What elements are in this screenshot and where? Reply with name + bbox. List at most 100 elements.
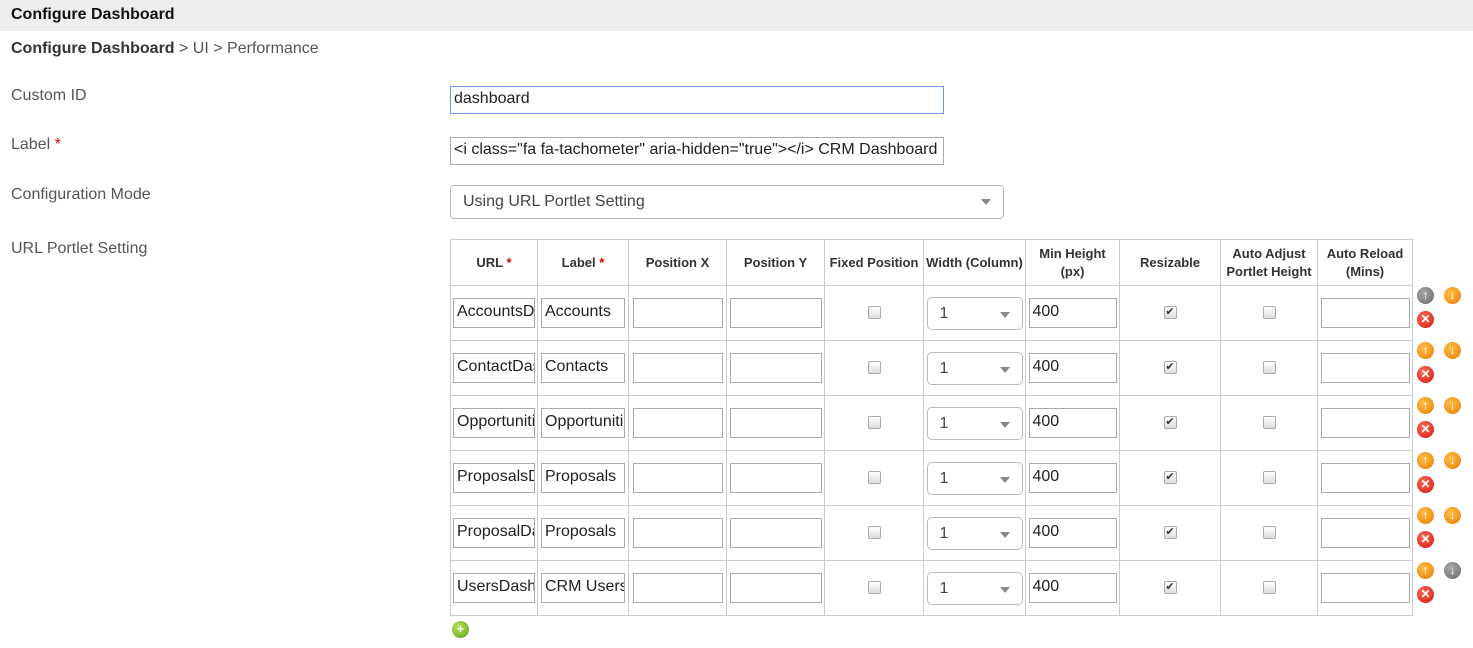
url-input[interactable]: ProposalsDashboard — [453, 463, 535, 493]
chevron-down-icon — [999, 421, 1010, 428]
label-input[interactable]: CRM Users — [541, 573, 625, 603]
width-select[interactable]: 1 — [926, 516, 1023, 550]
delete-row-icon[interactable]: ✕ — [1417, 531, 1434, 548]
width-select[interactable]: 1 — [926, 461, 1023, 495]
add-row-icon[interactable]: + — [452, 621, 469, 638]
chevron-down-icon — [999, 476, 1010, 483]
width-value: 1 — [939, 579, 949, 597]
fixed-position-checkbox[interactable] — [867, 306, 881, 320]
label-input[interactable]: Proposals — [541, 463, 625, 493]
min-height-input[interactable]: 400 — [1028, 353, 1117, 383]
fixed-position-checkbox[interactable] — [867, 526, 881, 540]
position-y-input[interactable] — [729, 408, 822, 438]
width-select[interactable]: 1 — [926, 571, 1023, 605]
position-x-input[interactable] — [632, 298, 723, 328]
url-input[interactable]: ContactDashboard — [453, 353, 535, 383]
label-input[interactable]: Opportunities — [541, 408, 625, 438]
auto-reload-input[interactable] — [1320, 298, 1410, 328]
position-y-input[interactable] — [729, 518, 822, 548]
required-mark: * — [54, 136, 61, 153]
label-input[interactable]: Proposals — [541, 518, 625, 548]
label-input[interactable]: Accounts — [541, 298, 625, 328]
delete-row-icon[interactable]: ✕ — [1417, 311, 1434, 328]
column-header-text: Auto Reload (Mins) — [1326, 245, 1404, 279]
move-up-icon[interactable]: ↑ — [1417, 562, 1434, 579]
url-input[interactable]: ProposalDashboard — [453, 518, 535, 548]
column-header-text: Resizable — [1140, 254, 1200, 270]
fixed-position-checkbox[interactable] — [867, 361, 881, 375]
position-y-input[interactable] — [729, 353, 822, 383]
move-up-icon[interactable]: ↑ — [1417, 397, 1434, 414]
move-down-icon[interactable]: ↓ — [1444, 562, 1461, 579]
auto-reload-input[interactable] — [1320, 573, 1410, 603]
auto-reload-input[interactable] — [1320, 353, 1410, 383]
move-down-icon[interactable]: ↓ — [1444, 452, 1461, 469]
move-down-icon[interactable]: ↓ — [1444, 397, 1461, 414]
label-input[interactable]: <i class="fa fa-tachometer" aria-hidden=… — [450, 137, 944, 165]
resizable-checkbox[interactable]: ✔ — [1163, 471, 1177, 485]
breadcrumb-root[interactable]: Configure Dashboard — [11, 40, 175, 57]
config-mode-select[interactable]: Using URL Portlet Setting — [450, 185, 1004, 219]
label-text: Label — [11, 136, 51, 153]
delete-row-icon[interactable]: ✕ — [1417, 366, 1434, 383]
chevron-down-icon — [999, 586, 1010, 593]
resizable-checkbox[interactable]: ✔ — [1163, 526, 1177, 540]
min-height-input[interactable]: 400 — [1028, 408, 1117, 438]
fixed-position-checkbox[interactable] — [867, 416, 881, 430]
delete-row-icon[interactable]: ✕ — [1417, 586, 1434, 603]
chevron-down-icon — [999, 366, 1010, 373]
position-x-input[interactable] — [632, 408, 723, 438]
move-down-icon[interactable]: ↓ — [1444, 342, 1461, 359]
column-header-text: Fixed Position — [829, 254, 919, 270]
move-up-icon[interactable]: ↑ — [1417, 452, 1434, 469]
move-up-icon[interactable]: ↑ — [1417, 342, 1434, 359]
position-y-input[interactable] — [729, 573, 822, 603]
table-row: ProposalsDashboardProposals 1 400 ✔ — [450, 450, 1413, 506]
resizable-checkbox[interactable]: ✔ — [1163, 581, 1177, 595]
resizable-checkbox[interactable]: ✔ — [1163, 361, 1177, 375]
position-x-input[interactable] — [632, 573, 723, 603]
move-down-icon[interactable]: ↓ — [1444, 287, 1461, 304]
auto-adjust-checkbox[interactable] — [1262, 416, 1276, 430]
min-height-input[interactable]: 400 — [1028, 463, 1117, 493]
url-input[interactable]: AccountsDashboard — [453, 298, 535, 328]
position-x-input[interactable] — [632, 353, 723, 383]
auto-reload-input[interactable] — [1320, 518, 1410, 548]
width-select[interactable]: 1 — [926, 296, 1023, 330]
fixed-position-checkbox[interactable] — [867, 471, 881, 485]
width-value: 1 — [939, 524, 949, 542]
fixed-position-checkbox[interactable] — [867, 581, 881, 595]
resizable-checkbox[interactable]: ✔ — [1163, 416, 1177, 430]
custom-id-input[interactable]: dashboard — [450, 86, 944, 114]
move-up-icon[interactable]: ↑ — [1417, 507, 1434, 524]
move-down-icon[interactable]: ↓ — [1444, 507, 1461, 524]
position-y-input[interactable] — [729, 298, 822, 328]
position-y-input[interactable] — [729, 463, 822, 493]
auto-reload-input[interactable] — [1320, 463, 1410, 493]
move-up-icon[interactable]: ↑ — [1417, 287, 1434, 304]
auto-adjust-checkbox[interactable] — [1262, 526, 1276, 540]
column-header-text: Min Height (px) — [1039, 245, 1106, 279]
position-x-input[interactable] — [632, 463, 723, 493]
min-height-input[interactable]: 400 — [1028, 518, 1117, 548]
min-height-input[interactable]: 400 — [1028, 573, 1117, 603]
auto-adjust-checkbox[interactable] — [1262, 581, 1276, 595]
width-select[interactable]: 1 — [926, 351, 1023, 385]
delete-row-icon[interactable]: ✕ — [1417, 476, 1434, 493]
auto-adjust-checkbox[interactable] — [1262, 361, 1276, 375]
label-input[interactable]: Contacts — [541, 353, 625, 383]
resizable-checkbox[interactable]: ✔ — [1163, 306, 1177, 320]
delete-row-icon[interactable]: ✕ — [1417, 421, 1434, 438]
url-input[interactable]: OpportunitiesDashboard — [453, 408, 535, 438]
position-x-input[interactable] — [632, 518, 723, 548]
auto-adjust-checkbox[interactable] — [1262, 471, 1276, 485]
page-header: Configure Dashboard — [0, 0, 1473, 31]
column-header: Position Y — [726, 239, 825, 286]
auto-reload-input[interactable] — [1320, 408, 1410, 438]
width-value: 1 — [939, 469, 949, 487]
min-height-input[interactable]: 400 — [1028, 298, 1117, 328]
table-row: ProposalDashboardProposals 1 400 ✔ — [450, 505, 1413, 561]
width-select[interactable]: 1 — [926, 406, 1023, 440]
auto-adjust-checkbox[interactable] — [1262, 306, 1276, 320]
url-input[interactable]: UsersDashboard — [453, 573, 535, 603]
